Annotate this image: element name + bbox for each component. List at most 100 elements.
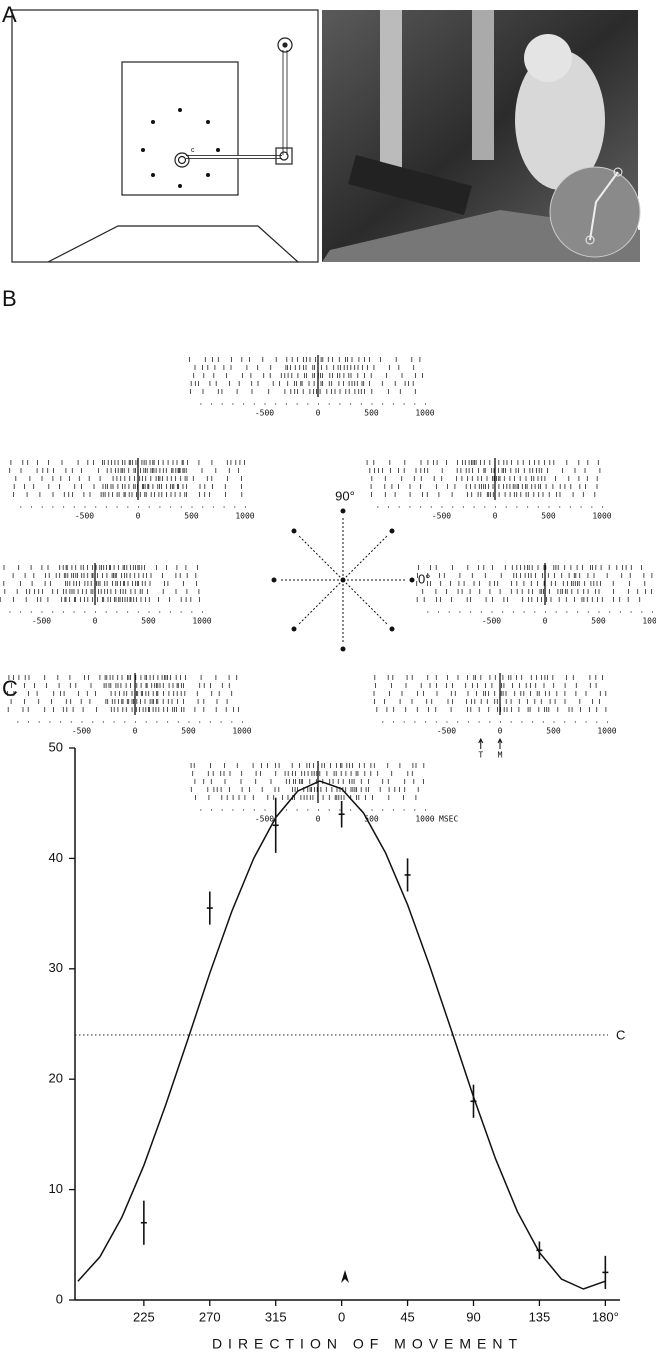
target-dots — [141, 108, 220, 188]
time-tick-label: 0 — [498, 727, 503, 736]
fit-curve — [78, 781, 605, 1289]
time-tick-label: 1000 — [415, 815, 434, 824]
event-arrow — [479, 739, 483, 749]
time-tick-label: 1000 — [415, 409, 434, 418]
spike-train — [195, 779, 424, 784]
spike-train — [14, 484, 241, 489]
spike-train — [370, 468, 600, 473]
y-tick-label: 20 — [49, 1071, 63, 1086]
preferred-direction-arrow — [341, 1270, 349, 1283]
time-tick-label: 0 — [316, 409, 321, 418]
spike-train — [10, 468, 239, 473]
spike-train — [9, 675, 237, 680]
spike-train — [418, 565, 641, 570]
panel-label: B — [2, 286, 17, 311]
spike-train — [191, 381, 413, 386]
x-tick-label: 315 — [265, 1309, 287, 1324]
spike-train — [190, 357, 420, 362]
reference-label: C — [616, 1027, 625, 1042]
time-tick-label: 500 — [141, 617, 156, 626]
event-label: M — [498, 751, 503, 760]
spike-train — [195, 365, 414, 370]
time-tick-label: 1000 — [592, 512, 611, 521]
spike-train — [418, 573, 652, 578]
event-label: T — [478, 751, 483, 760]
time-tick-label: 500 — [591, 617, 606, 626]
time-tick-label: 0 — [93, 617, 98, 626]
time-tick-label: 0 — [136, 512, 141, 521]
x-tick-label: 135 — [529, 1309, 551, 1324]
spike-train — [0, 597, 199, 602]
time-tick-label: -500 — [255, 409, 274, 418]
spike-train — [13, 492, 241, 497]
x-axis-label: DIRECTION OF MOVEMENT — [212, 1336, 523, 1352]
time-tick-label: 500 — [364, 409, 379, 418]
x-tick-label: 225 — [133, 1309, 155, 1324]
spike-train — [423, 589, 652, 594]
direction-label: 0° — [418, 571, 430, 586]
spike-train — [372, 476, 597, 481]
event-arrow — [498, 739, 502, 749]
spike-train — [11, 460, 245, 465]
spike-train — [16, 476, 242, 481]
time-tick-label: 500 — [546, 727, 561, 736]
spike-train — [375, 675, 603, 680]
time-tick-label: -500 — [75, 512, 94, 521]
spike-train — [190, 389, 415, 394]
time-tick-label: 500 — [184, 512, 199, 521]
spike-train — [375, 699, 600, 704]
time-tick-label: -500 — [432, 512, 451, 521]
spike-train — [8, 707, 238, 712]
time-tick-label: 1000 — [192, 617, 211, 626]
photo — [322, 10, 640, 262]
time-tick-label: -500 — [72, 727, 91, 736]
time-unit: MSEC — [439, 815, 458, 824]
time-tick-label: 1000 — [235, 512, 254, 521]
spike-train — [193, 771, 413, 776]
time-tick-label: 0 — [493, 512, 498, 521]
time-tick-label: -500 — [482, 617, 501, 626]
spike-train — [0, 589, 199, 594]
spike-train — [194, 373, 423, 378]
spike-train — [377, 707, 606, 712]
compass-dots — [272, 509, 415, 652]
y-tick-label: 40 — [49, 850, 63, 865]
spike-train — [196, 795, 416, 800]
x-tick-label: 0 — [338, 1309, 345, 1324]
apparatus-diagram — [12, 10, 318, 262]
spike-train — [374, 691, 606, 696]
time-tick-label: 0 — [133, 727, 138, 736]
spike-train — [417, 597, 640, 602]
time-tick-label: 500 — [181, 727, 196, 736]
x-tick-label: 45 — [400, 1309, 414, 1324]
spike-train — [367, 460, 598, 465]
spike-train — [371, 484, 597, 489]
spike-train — [371, 492, 594, 497]
spike-train — [0, 565, 198, 570]
y-tick-label: 0 — [56, 1291, 63, 1306]
x-tick-label: 90 — [466, 1309, 480, 1324]
time-tick-label: -500 — [255, 815, 274, 824]
time-tick-label: 1000 — [597, 727, 616, 736]
x-tick-label: 270 — [199, 1309, 221, 1324]
x-tick-label: 180° — [592, 1309, 619, 1324]
direction-label: 90° — [335, 488, 355, 503]
time-tick-label: 1000 — [642, 617, 656, 626]
time-tick-label: 0 — [543, 617, 548, 626]
spike-train — [417, 581, 645, 586]
spike-train — [376, 683, 596, 688]
time-tick-label: -500 — [32, 617, 51, 626]
time-tick-label: 0 — [316, 815, 321, 824]
diagram-label: c — [191, 147, 195, 154]
time-tick-label: 1000 — [232, 727, 251, 736]
spike-train — [8, 691, 232, 696]
y-tick-label: 50 — [49, 739, 63, 754]
panel-label: A — [2, 2, 17, 27]
spike-train — [191, 763, 424, 768]
spike-train — [11, 683, 229, 688]
time-tick-label: -500 — [437, 727, 456, 736]
time-tick-label: 500 — [541, 512, 556, 521]
spike-train — [0, 581, 197, 586]
y-tick-label: 10 — [49, 1181, 63, 1196]
figure: A B C c — [0, 0, 656, 1358]
